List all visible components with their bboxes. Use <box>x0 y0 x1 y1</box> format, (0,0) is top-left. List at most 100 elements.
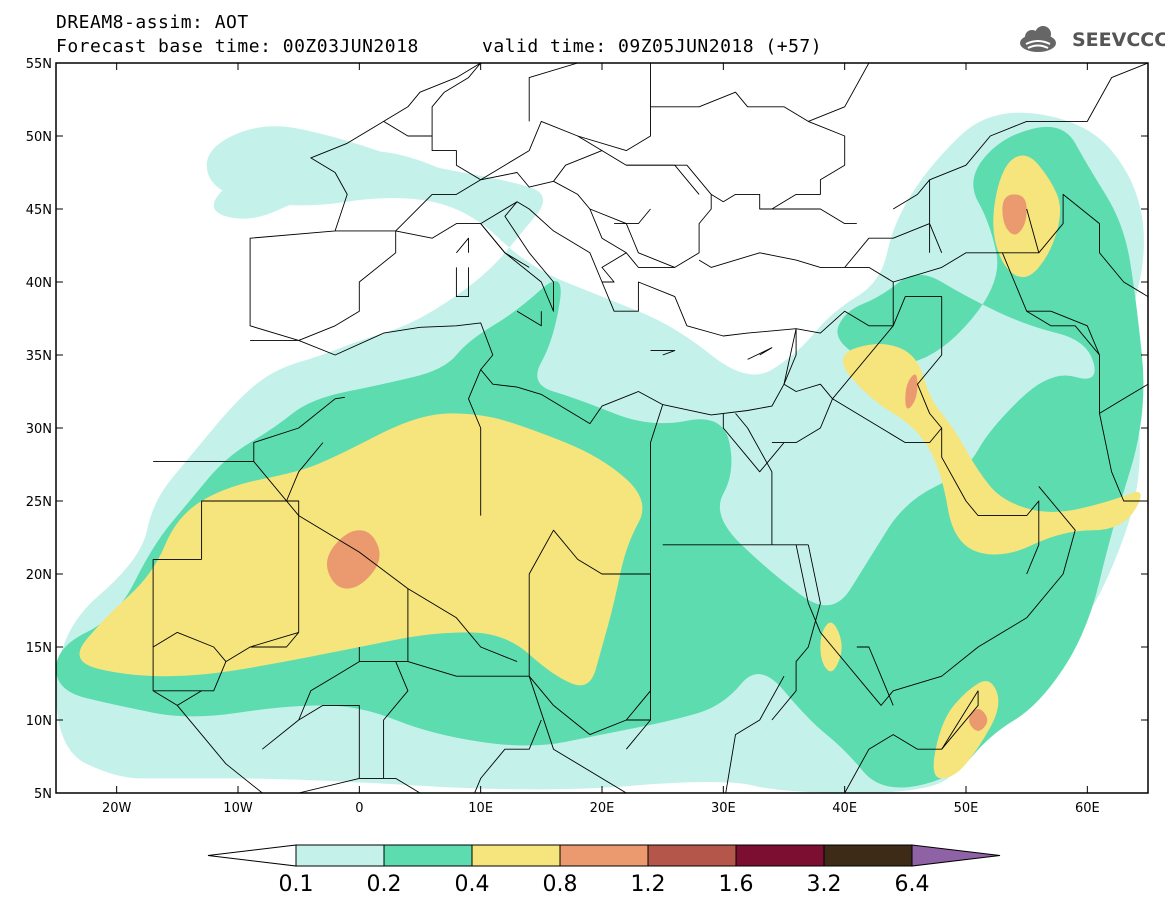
border-line <box>1026 310 1100 356</box>
lat-tick-label: 15N <box>26 641 52 656</box>
border-line <box>929 63 1148 253</box>
border-line <box>650 164 700 195</box>
border-line <box>747 347 773 360</box>
lat-tick-label: 10N <box>26 714 52 729</box>
border-line <box>528 676 906 793</box>
colorbar-label: 0.1 <box>278 872 314 897</box>
border-line <box>1026 208 1040 253</box>
lat-tick-label: 35N <box>26 349 52 364</box>
border-line <box>735 413 773 545</box>
border-line <box>625 252 675 268</box>
aot-region-level-3 <box>1002 194 1027 235</box>
country-borders <box>152 63 1148 793</box>
lon-tick-label: 10W <box>223 801 253 816</box>
border-line <box>795 486 1076 706</box>
border-line <box>844 223 943 268</box>
lat-tick-label: 50N <box>26 130 52 145</box>
lat-tick-label: 40N <box>26 276 52 291</box>
border-line <box>698 252 894 326</box>
border-line <box>892 179 930 210</box>
colorbar-over-arrow <box>911 844 1001 867</box>
colorbar-label: 0.2 <box>366 872 402 897</box>
border-line <box>474 719 542 793</box>
colorbar-swatch <box>383 844 473 867</box>
forecast-base-time: Forecast base time: 00Z03JUN2018 <box>56 36 419 57</box>
border-line <box>153 396 345 463</box>
border-line <box>480 120 603 181</box>
border-line <box>468 369 482 516</box>
border-line <box>1099 383 1148 414</box>
border-line <box>725 675 785 793</box>
border-line <box>1002 193 1148 297</box>
border-line <box>528 63 651 122</box>
colorbar-swatch <box>647 844 737 867</box>
border-line <box>892 296 943 429</box>
border-line <box>456 237 469 254</box>
lat-tick-label: 30N <box>26 422 52 437</box>
colorbar-label: 3.2 <box>806 872 842 897</box>
border-line <box>528 675 651 736</box>
colorbar-swatch <box>471 844 561 867</box>
border-line <box>455 267 469 298</box>
lon-tick-label: 0 <box>355 801 363 816</box>
lat-tick-label: 55N <box>26 57 52 72</box>
border-line <box>201 442 324 560</box>
border-line <box>589 208 627 283</box>
aot-region-level-2 <box>933 681 999 779</box>
border-line <box>431 63 482 136</box>
aot-shading <box>56 112 1144 793</box>
lon-tick-label: 50E <box>954 801 979 816</box>
aot-region-level-0 <box>213 150 457 219</box>
lon-tick-label: 20W <box>102 801 132 816</box>
colorbar-under-arrow <box>207 844 297 867</box>
lat-tick-label: 20N <box>26 568 52 583</box>
border-line <box>177 690 202 706</box>
colorbar-label: 0.4 <box>454 872 490 897</box>
border-line <box>759 208 857 225</box>
border-line <box>516 310 542 327</box>
axis-ticks: 20W 10W 0 10E 20E 30E 40E 50E 60E 55N 50N 45N 40N 35N… <box>26 57 1148 816</box>
colorbar-swatch <box>295 844 385 867</box>
map-title: DREAM8-assim: AOT <box>56 12 249 33</box>
colorbar-label: 6.4 <box>894 872 930 897</box>
border-line <box>614 208 651 225</box>
lon-tick-label: 40E <box>832 801 857 816</box>
colorbar-swatch <box>559 844 649 867</box>
border-line <box>153 631 299 692</box>
colorbar-swatch <box>735 844 825 867</box>
border-line <box>249 63 797 425</box>
lon-tick-label: 60E <box>1075 801 1100 816</box>
aot-region-level-3 <box>905 374 918 409</box>
border-line <box>625 574 651 721</box>
border-line <box>650 350 676 356</box>
border-line <box>359 588 409 663</box>
logo-text: SEEVCCC <box>1072 29 1165 51</box>
border-line <box>771 544 821 721</box>
lon-tick-label: 10E <box>468 801 493 816</box>
border-line <box>771 328 833 444</box>
border-line <box>808 63 870 122</box>
colorbar-swatch <box>823 844 913 867</box>
border-line <box>832 398 1040 575</box>
colorbar-label: 1.2 <box>630 872 666 897</box>
aot-region-level-2 <box>820 622 842 672</box>
border-line <box>152 559 422 793</box>
seevccc-logo <box>1020 26 1056 52</box>
aot-region-level-2 <box>842 344 1141 555</box>
aot-region-level-3 <box>326 530 380 589</box>
colorbar <box>207 844 1001 867</box>
lat-tick-label: 5N <box>34 787 52 802</box>
border-line <box>941 690 979 750</box>
border-line <box>262 704 360 779</box>
border-line <box>286 500 300 633</box>
cloud-icon <box>1020 26 1056 52</box>
border-line <box>383 121 481 181</box>
colorbar-label: 1.6 <box>718 872 754 897</box>
lon-tick-label: 20E <box>590 801 615 816</box>
aot-region-level-3 <box>969 709 988 731</box>
border-line <box>856 646 894 706</box>
border-line <box>796 310 894 400</box>
border-line <box>650 91 846 210</box>
border-line <box>722 413 785 473</box>
